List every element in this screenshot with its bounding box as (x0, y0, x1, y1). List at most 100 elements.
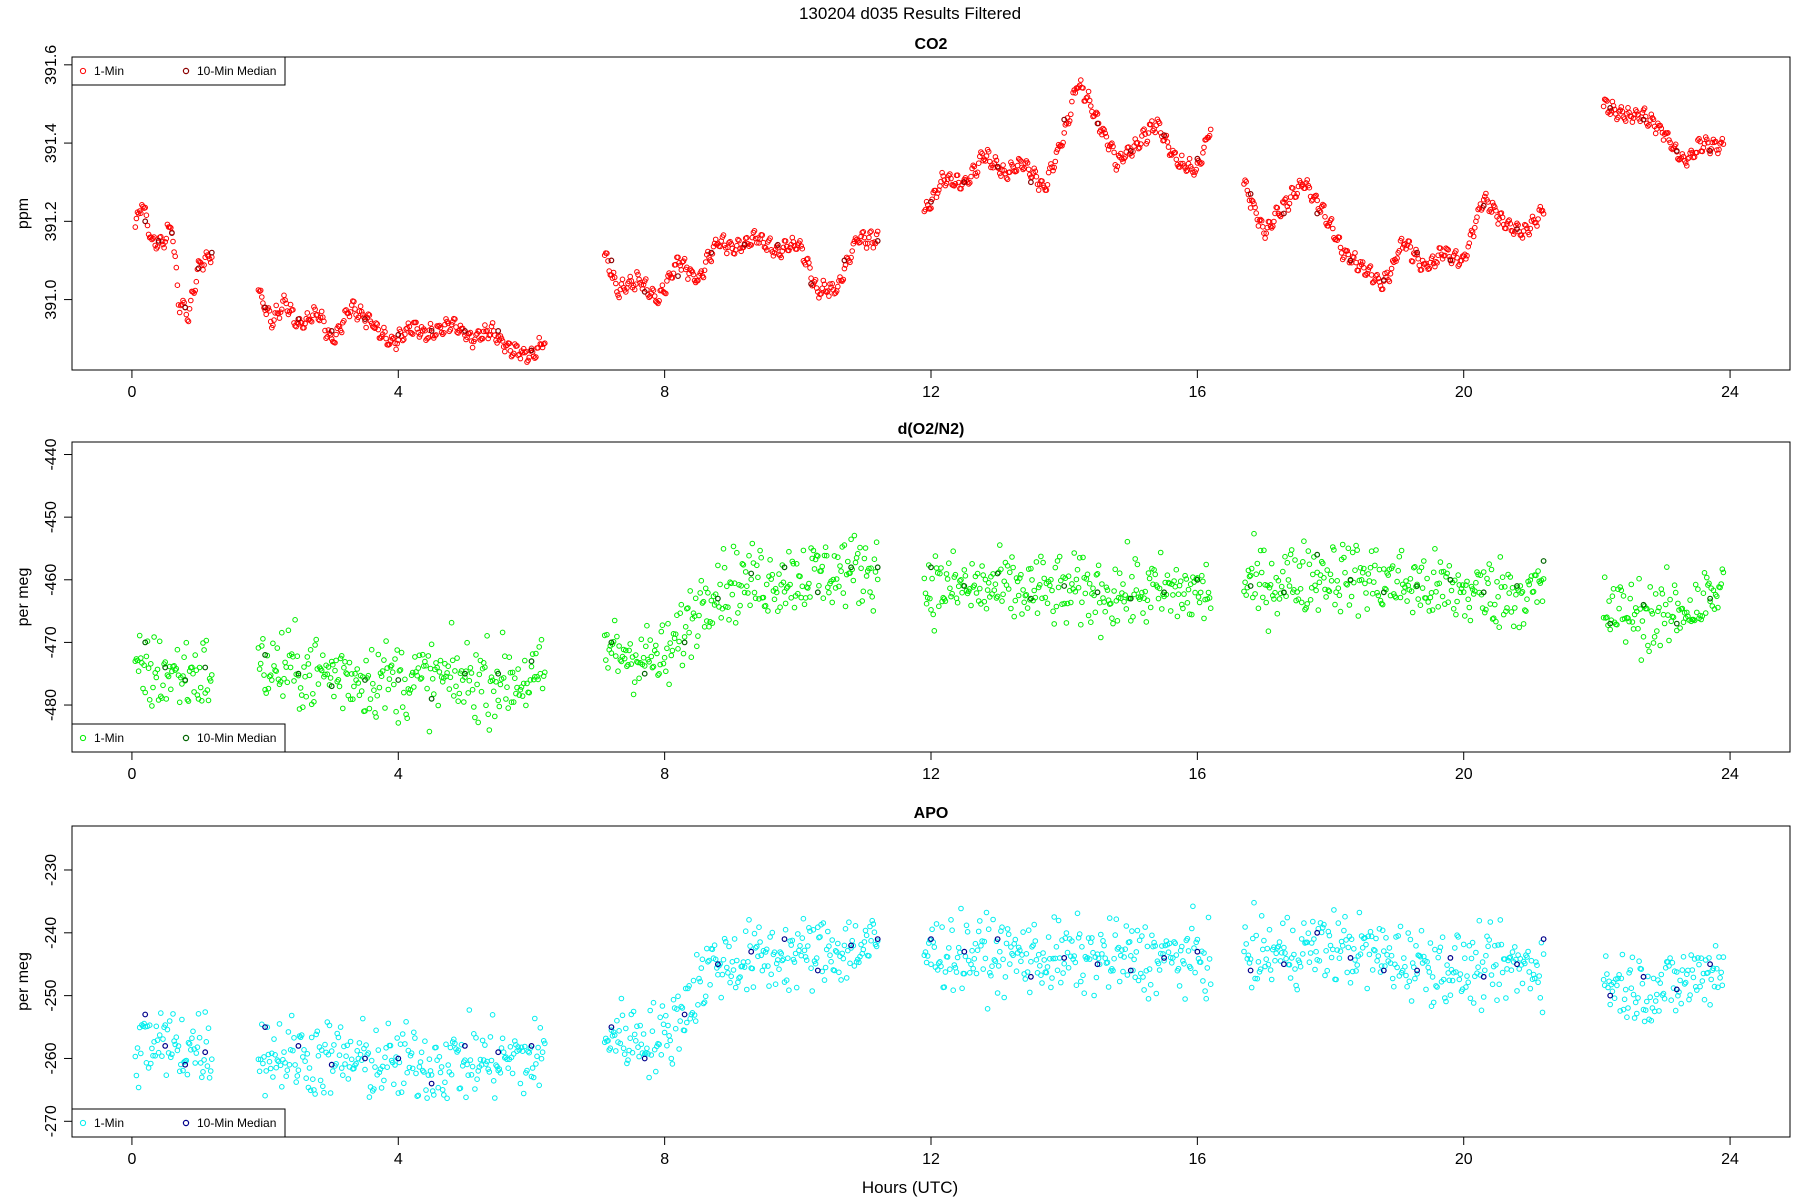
data-point-1min (860, 229, 867, 235)
data-point-1min (191, 689, 197, 695)
data-point-1min (1347, 980, 1354, 986)
data-point-1min (1608, 107, 1615, 114)
data-point-1min (392, 340, 398, 347)
data-point-1min (1187, 965, 1194, 972)
data-point-1min (695, 1002, 701, 1008)
data-point-1min (1243, 179, 1249, 185)
data-point-1min (388, 662, 395, 669)
data-point-1min (1672, 141, 1679, 148)
data-point-1min (1242, 579, 1248, 586)
data-point-1min (798, 952, 805, 959)
data-point-1min (260, 1060, 266, 1067)
data-point-1min (323, 335, 329, 342)
data-point-1min (1092, 609, 1099, 616)
data-point-1min (771, 949, 778, 956)
data-point-1min (604, 631, 610, 638)
data-point-1min (472, 1086, 478, 1092)
data-point-1min (1320, 560, 1326, 567)
data-point-1min (636, 675, 642, 682)
data-point-1min (416, 1064, 423, 1070)
data-point-1min (418, 675, 425, 681)
data-point-1min (1679, 151, 1686, 157)
data-point-1min (696, 612, 702, 619)
data-point-1min (158, 1010, 164, 1016)
data-point-1min (1272, 210, 1278, 217)
data-point-1min (873, 231, 880, 238)
data-point-1min (371, 687, 377, 694)
data-point-1min (533, 650, 539, 657)
data-point-1min (722, 603, 729, 610)
data-point-1min (1615, 975, 1621, 982)
data-point-median (994, 163, 1001, 170)
data-point-1min (1480, 196, 1487, 203)
data-point-1min (1342, 569, 1348, 576)
data-point-1min (426, 1056, 433, 1062)
data-point-1min (760, 594, 767, 601)
data-point-1min (1104, 587, 1111, 593)
data-point-1min (1527, 985, 1534, 992)
data-point-1min (1368, 548, 1375, 555)
x-axis-label: Hours (UTC) (862, 1178, 958, 1197)
legend-box (71, 723, 286, 753)
data-point-1min (1049, 975, 1055, 981)
data-point-1min (694, 643, 700, 650)
data-point-1min (1408, 588, 1415, 595)
data-point-1min (535, 676, 541, 683)
data-point-1min (145, 1065, 152, 1071)
data-point-1min (188, 297, 194, 304)
data-point-1min (1199, 572, 1205, 579)
data-point-1min (1134, 927, 1141, 934)
data-point-1min (832, 585, 839, 591)
data-point-1min (1665, 130, 1671, 136)
data-point-median (328, 683, 335, 690)
x-tick-label: 8 (660, 384, 669, 401)
data-point-1min (1044, 600, 1051, 607)
data-point-1min (1105, 146, 1112, 153)
data-point-1min (1124, 972, 1131, 978)
data-point-1min (1486, 937, 1492, 943)
data-point-1min (1281, 944, 1287, 951)
data-point-1min (1381, 566, 1387, 572)
data-point-1min (1540, 211, 1547, 217)
data-point-1min (991, 957, 998, 963)
data-point-1min (357, 303, 364, 310)
data-point-1min (780, 244, 787, 251)
data-point-1min (1534, 599, 1540, 605)
data-point-median (202, 1049, 209, 1056)
data-point-1min (285, 1029, 292, 1035)
data-point-1min (401, 1080, 407, 1087)
data-point-1min (647, 637, 654, 643)
data-point-1min (1312, 582, 1318, 589)
data-point-1min (164, 1026, 171, 1033)
data-point-1min (1024, 969, 1031, 975)
data-point-1min (1320, 201, 1326, 208)
data-point-1min (1627, 967, 1633, 973)
data-point-1min (1462, 955, 1468, 962)
data-point-1min (428, 325, 435, 332)
data-point-1min (1246, 197, 1253, 204)
x-tick-label: 0 (127, 384, 136, 401)
data-point-1min (1193, 166, 1199, 173)
data-point-1min (1393, 258, 1399, 265)
data-point-1min (381, 657, 387, 663)
data-point-1min (1130, 614, 1136, 620)
data-point-1min (302, 320, 308, 327)
data-point-1min (1365, 933, 1372, 940)
data-point-1min (1626, 109, 1632, 116)
data-point-median (262, 304, 269, 311)
data-point-1min (1098, 634, 1104, 641)
data-point-median (1027, 179, 1034, 186)
data-point-1min (1444, 570, 1450, 577)
data-point-1min (1263, 599, 1269, 606)
data-point-1min (288, 1012, 295, 1019)
data-point-1min (623, 1025, 629, 1032)
data-point-1min (991, 587, 998, 594)
data-point-1min (1098, 931, 1104, 938)
data-point-1min (1537, 580, 1544, 586)
data-point-1min (1156, 967, 1163, 973)
data-point-1min (1155, 960, 1162, 967)
data-point-1min (729, 591, 736, 598)
data-point-1min (812, 277, 819, 283)
data-point-1min (1373, 547, 1379, 553)
data-point-1min (1385, 572, 1391, 578)
